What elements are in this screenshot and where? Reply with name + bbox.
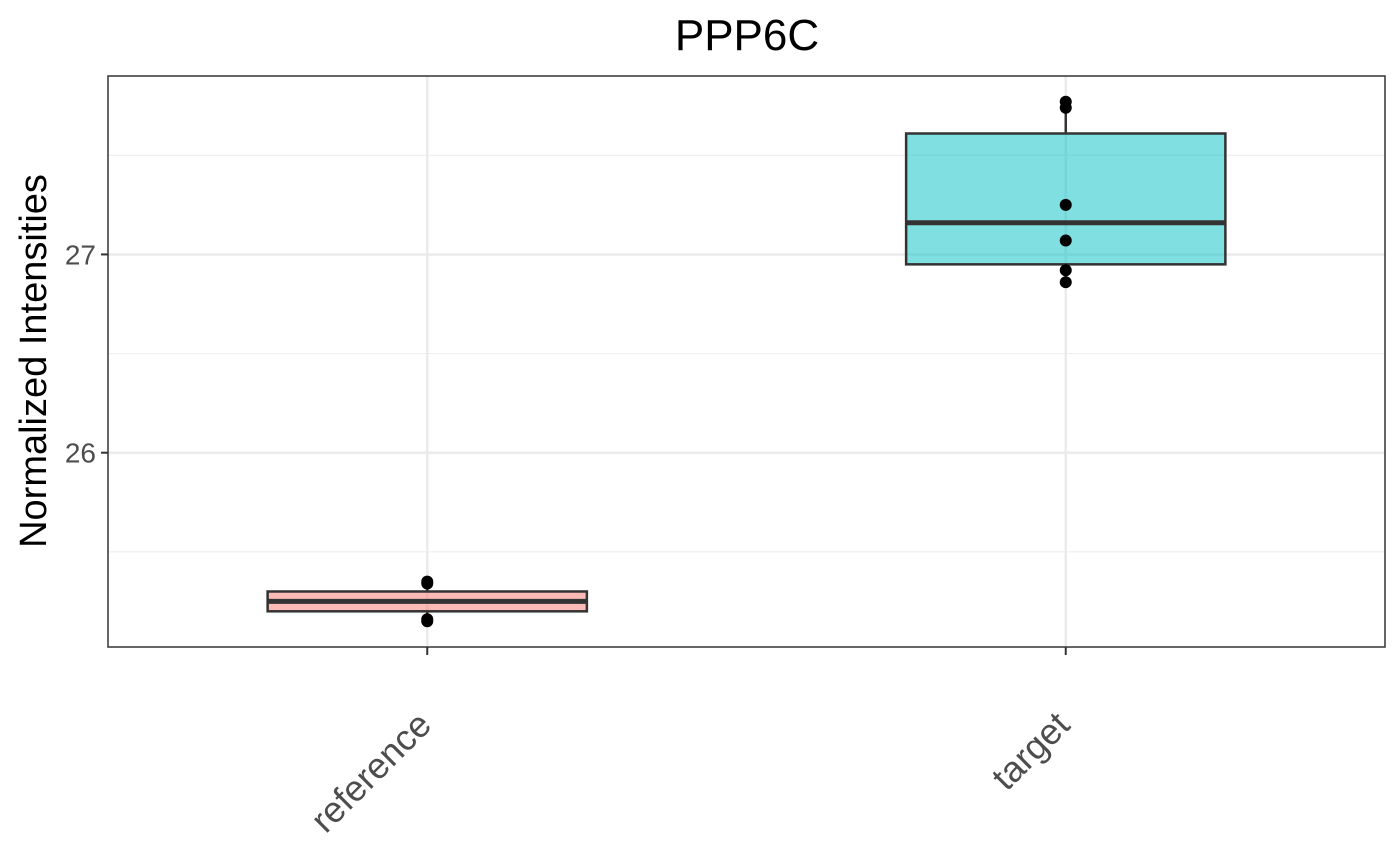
data-point (1059, 264, 1072, 277)
x-tick-label: target (983, 704, 1077, 798)
panel-border (107, 75, 1386, 648)
y-tick-label: 26 (65, 438, 96, 469)
x-tick-label: reference (302, 704, 439, 841)
data-point (1059, 198, 1072, 211)
chart-title: PPP6C (675, 11, 819, 60)
data-point (1059, 234, 1072, 247)
data-point (1059, 276, 1072, 289)
y-axis-label: Normalized Intensities (13, 174, 55, 548)
data-point (421, 615, 434, 628)
data-point (421, 577, 434, 590)
y-tick-label: 27 (65, 239, 96, 270)
plot-area: 26 27 reference target (65, 75, 1386, 841)
data-point (1059, 101, 1072, 114)
